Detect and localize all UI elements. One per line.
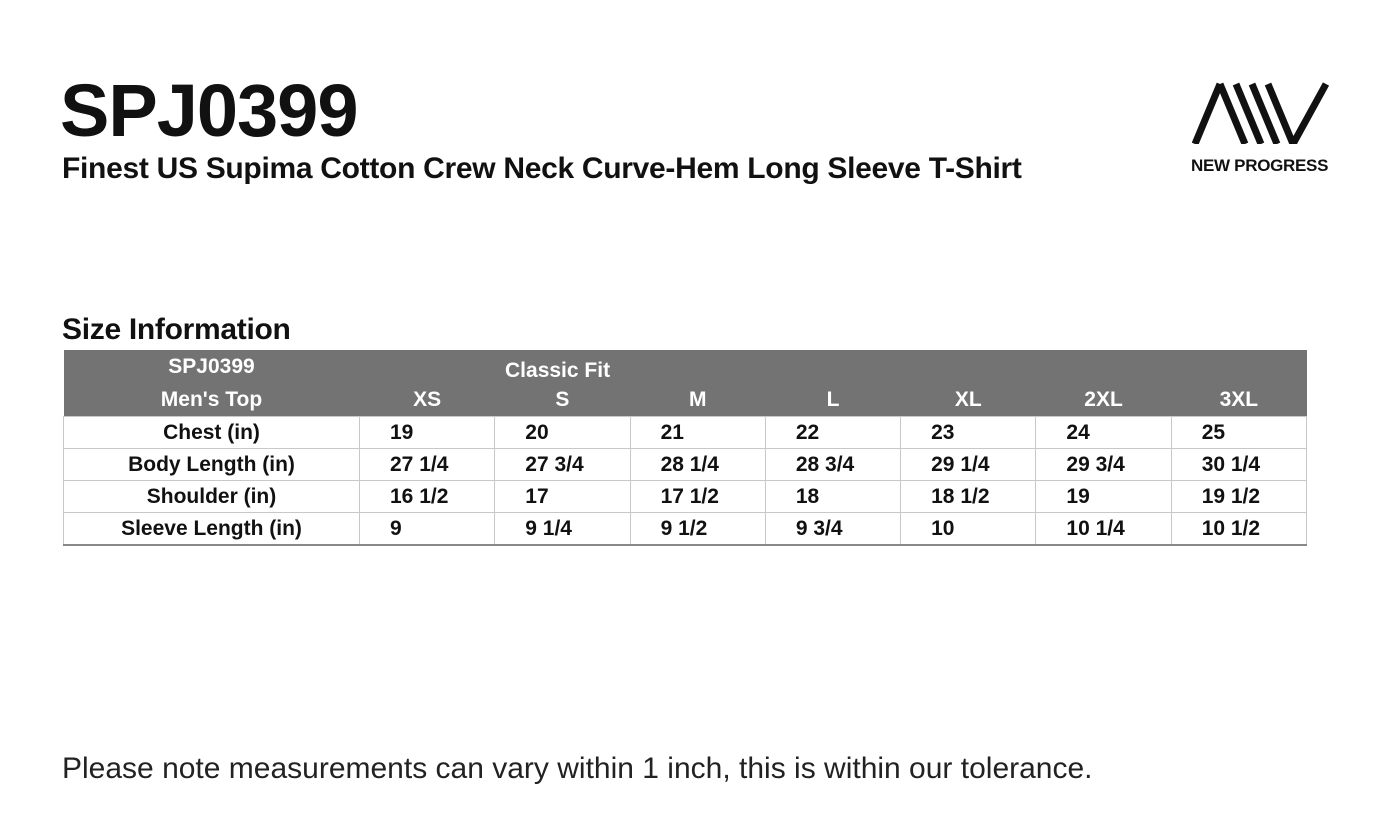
cell-value: 10 xyxy=(900,512,1037,546)
cell-value: 17 1/2 xyxy=(629,480,766,513)
cell-value: 28 3/4 xyxy=(764,448,902,481)
cell-value: 19 1/2 xyxy=(1170,480,1308,513)
aiv-stripes-logo-icon xyxy=(1192,82,1330,144)
cell-value: 20 xyxy=(494,416,631,449)
product-name: Finest US Supima Cotton Crew Neck Curve-… xyxy=(62,152,1022,185)
brand-name: NEW PROGRESS xyxy=(1191,156,1329,175)
table-row: Chest (in) 19 20 21 22 23 24 25 xyxy=(63,416,1308,449)
table-row: Shoulder (in) 16 1/2 17 17 1/2 18 18 1/2 19 19 … xyxy=(63,480,1308,513)
size-header-3xl: 3XL xyxy=(1171,383,1307,417)
row-label: Sleeve Length (in) xyxy=(63,512,360,546)
brand-logo: NEW PROGRESS xyxy=(1186,82,1336,176)
cell-value: 29 1/4 xyxy=(900,448,1037,481)
cell-value: 18 xyxy=(764,480,902,513)
product-code: SPJ0399 xyxy=(60,69,358,152)
size-header-m: M xyxy=(630,383,766,417)
cell-value: 10 1/4 xyxy=(1035,512,1172,546)
cell-value: 10 1/2 xyxy=(1170,512,1308,546)
size-header-2xl: 2XL xyxy=(1035,383,1172,417)
cell-value: 27 3/4 xyxy=(494,448,631,481)
cell-value: 18 1/2 xyxy=(900,480,1037,513)
cell-value: 29 3/4 xyxy=(1035,448,1172,481)
size-header-xs: XS xyxy=(359,383,495,417)
header-row-2: Men's Top XS S M L XL 2XL 3XL xyxy=(63,383,1307,417)
size-header-s: S xyxy=(494,383,631,417)
cell-value: 23 xyxy=(900,416,1037,449)
cell-value: 25 xyxy=(1170,416,1308,449)
table-row: Sleeve Length (in) 9 9 1/4 9 1/2 9 3/4 10 10 1… xyxy=(63,512,1308,546)
section-title: Size Information xyxy=(62,313,291,346)
header-code: SPJ0399 xyxy=(63,350,360,383)
size-header-l: L xyxy=(765,383,901,417)
header-fit: Classic Fit xyxy=(359,350,631,383)
cell-value: 30 1/4 xyxy=(1170,448,1308,481)
header-row-1: SPJ0399 Classic Fit xyxy=(63,350,1307,383)
tolerance-note: Please note measurements can vary within… xyxy=(62,752,1093,785)
cell-value: 9 1/4 xyxy=(494,512,631,546)
row-label: Body Length (in) xyxy=(63,448,360,481)
cell-value: 16 1/2 xyxy=(358,480,496,513)
cell-value: 17 xyxy=(494,480,631,513)
cell-value: 19 xyxy=(358,416,496,449)
cell-value: 28 1/4 xyxy=(629,448,766,481)
table-row: Body Length (in) 27 1/4 27 3/4 28 1/4 28 3/4… xyxy=(63,448,1308,481)
cell-value: 21 xyxy=(629,416,766,449)
size-header-xl: XL xyxy=(900,383,1036,417)
cell-value: 27 1/4 xyxy=(358,448,496,481)
cell-value: 22 xyxy=(764,416,902,449)
size-table: SPJ0399 Classic Fit Men's Top XS S M L XL 2XL… xyxy=(63,350,1308,546)
header-category: Men's Top xyxy=(63,383,360,417)
row-label: Chest (in) xyxy=(63,416,360,449)
cell-value: 9 3/4 xyxy=(764,512,902,546)
cell-value: 9 xyxy=(358,512,496,546)
cell-value: 24 xyxy=(1035,416,1172,449)
cell-value: 19 xyxy=(1035,480,1172,513)
cell-value: 9 1/2 xyxy=(629,512,766,546)
row-label: Shoulder (in) xyxy=(63,480,360,513)
